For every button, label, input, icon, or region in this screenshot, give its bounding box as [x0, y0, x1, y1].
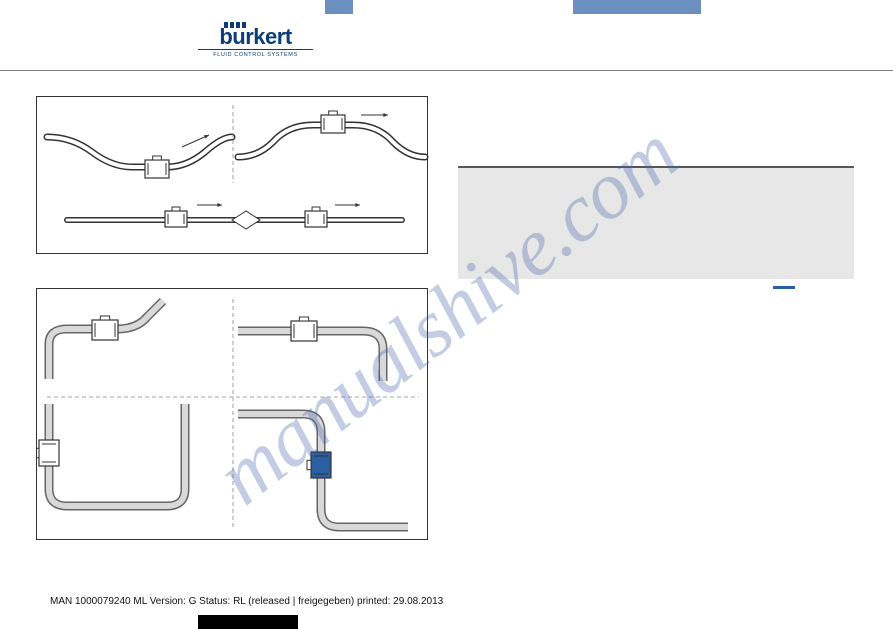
- footer-doc-id: MAN 1000079240 ML Version: G Status: RL …: [50, 596, 443, 607]
- figure-correct-svg: [37, 97, 429, 255]
- note-panel: [458, 166, 854, 279]
- header-tab-right: [573, 0, 701, 14]
- header-tabs: [0, 0, 893, 14]
- header-divider: [0, 70, 893, 71]
- header-tab-left: [325, 0, 353, 14]
- logo-tagline: FLUID CONTROL SYSTEMS: [198, 49, 313, 58]
- logo-wordmark: burkert: [198, 26, 313, 48]
- figure-correct-install: [36, 96, 428, 254]
- blue-accent: [773, 286, 795, 289]
- footer-black-tab: [198, 615, 298, 629]
- figure-incorrect-install: [36, 288, 428, 540]
- figure-incorrect-svg: [37, 289, 429, 541]
- brand-logo: burkert FLUID CONTROL SYSTEMS: [198, 22, 313, 58]
